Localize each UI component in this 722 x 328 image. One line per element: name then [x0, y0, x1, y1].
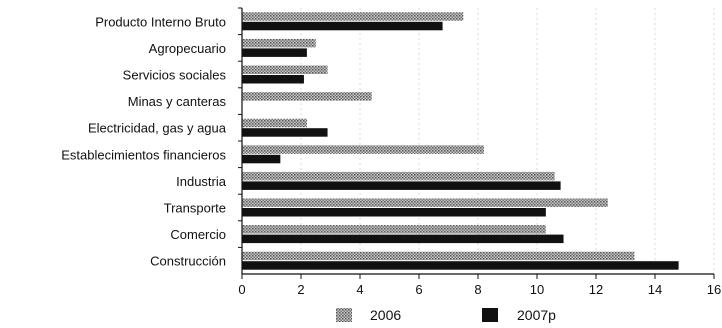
category-label: Establecimientos financieros [61, 147, 226, 162]
bar-2007p [242, 21, 443, 31]
gridlines [300, 8, 715, 274]
bar-2006 [242, 65, 328, 74]
category-label: Servicios sociales [123, 68, 227, 83]
x-tick-label: 16 [707, 282, 721, 297]
x-tick-label: 6 [415, 282, 422, 297]
x-tick-label: 2 [297, 282, 304, 297]
legend-swatch-2007p [482, 308, 498, 322]
category-label: Producto Interno Bruto [95, 14, 226, 29]
bar-2007p [242, 48, 307, 57]
category-label: Agropecuario [149, 41, 226, 56]
bars [242, 12, 679, 270]
bar-2006 [242, 92, 372, 101]
bar-2006 [242, 251, 635, 261]
bar-2007p [242, 181, 561, 190]
legend: 2006 2007p [336, 307, 556, 323]
legend-label-2007p: 2007p [517, 307, 556, 323]
category-label: Minas y canteras [128, 94, 227, 109]
category-labels: Producto Interno Bruto Agropecuario Servic… [61, 7, 242, 269]
category-label: Electricidad, gas y agua [88, 121, 227, 136]
category-label: Construcción [150, 254, 226, 269]
bar-2006 [242, 198, 608, 207]
legend-label-2006: 2006 [370, 307, 401, 323]
category-label: Industria [176, 174, 227, 189]
x-tick-labels: 0 2 4 6 8 10 12 14 16 [238, 274, 721, 297]
bar-2006 [242, 145, 484, 154]
bar-2006 [242, 12, 464, 21]
bar-2007p [242, 75, 304, 84]
category-label: Transporte [164, 201, 226, 216]
x-tick-label: 14 [648, 282, 662, 297]
x-tick-label: 0 [238, 282, 245, 297]
category-label: Comercio [170, 227, 226, 242]
bar-2007p [242, 208, 546, 217]
x-tick-label: 12 [589, 282, 603, 297]
bar-2006 [242, 171, 555, 181]
x-tick-label: 8 [474, 282, 481, 297]
bar-2007p [242, 154, 281, 164]
bar-2006 [242, 225, 546, 234]
bar-2006 [242, 118, 307, 128]
legend-swatch-2006 [336, 308, 352, 322]
bar-2006 [242, 38, 316, 48]
x-tick-label: 10 [530, 282, 544, 297]
bar-2007p [242, 261, 679, 270]
bar-2007p [242, 128, 328, 137]
x-tick-label: 4 [356, 282, 363, 297]
bar-2007p [242, 234, 564, 244]
